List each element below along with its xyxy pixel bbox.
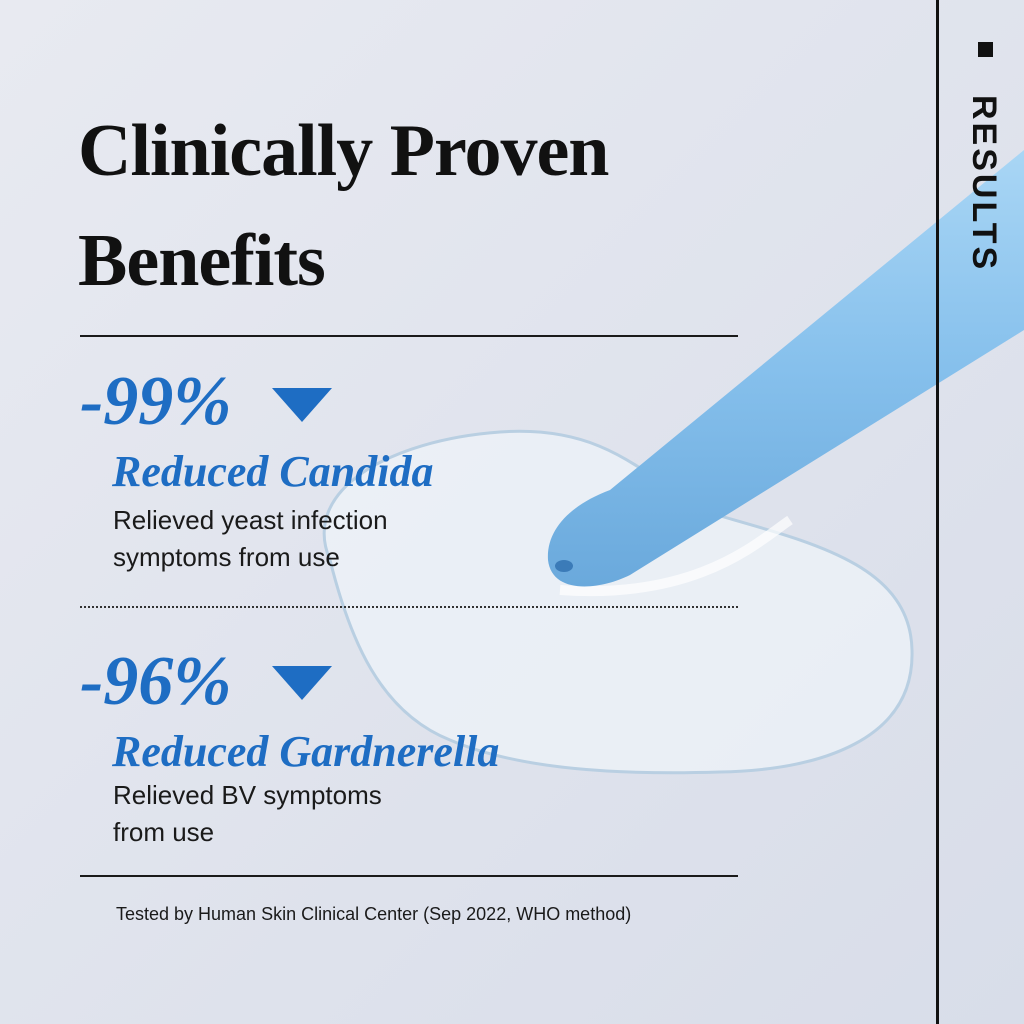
description-line: Relieved BV symptoms xyxy=(113,780,382,810)
description-line: from use xyxy=(113,817,215,847)
side-square xyxy=(978,42,993,57)
divider xyxy=(80,875,738,877)
description-line: Relieved yeast infection xyxy=(113,505,388,535)
title-line: Benefits xyxy=(78,220,326,302)
divider xyxy=(80,335,738,337)
side-rule xyxy=(936,0,939,1024)
result-description: Relieved yeast infection symptoms from u… xyxy=(113,502,388,576)
down-arrow xyxy=(272,666,332,700)
dotted-divider xyxy=(80,606,738,608)
description-line: symptoms from use xyxy=(113,542,340,572)
gel-highlight xyxy=(559,515,793,597)
title: Clinically Proven Benefits xyxy=(78,96,609,316)
down-arrow xyxy=(272,388,332,422)
applicator xyxy=(547,150,1024,587)
gel-puddle xyxy=(322,429,914,775)
stat: -99% xyxy=(80,363,232,440)
stat: -96% xyxy=(80,643,232,720)
result-label: Reduced Candida xyxy=(112,447,434,496)
title-line: Clinically Proven xyxy=(78,110,609,192)
footer-note: Tested by Human Skin Clinical Center (Se… xyxy=(116,904,632,924)
applicator-tip xyxy=(555,560,573,572)
side-label: RESULTS xyxy=(965,95,1003,273)
result-description: Relieved BV symptoms from use xyxy=(113,777,382,851)
result-label: Reduced Gardnerella xyxy=(112,727,500,776)
